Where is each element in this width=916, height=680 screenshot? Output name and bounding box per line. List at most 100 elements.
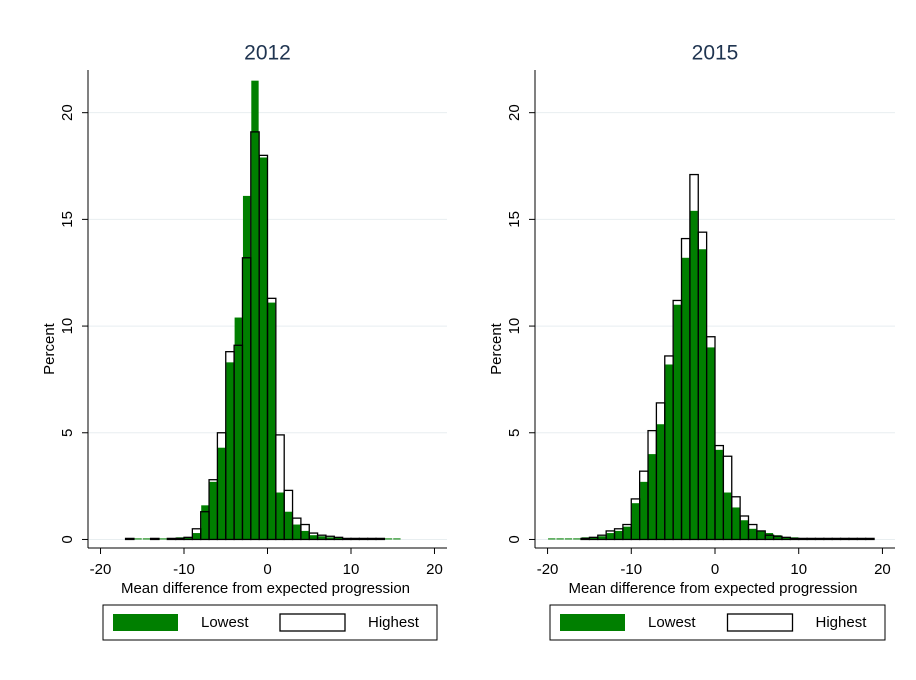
bar bbox=[732, 507, 740, 540]
bar bbox=[789, 537, 800, 541]
legend-swatch bbox=[113, 614, 178, 631]
bar bbox=[765, 533, 774, 540]
legend-label: Lowest bbox=[201, 614, 249, 631]
bar bbox=[149, 537, 160, 541]
bar bbox=[606, 533, 615, 540]
y-tick-label: 0 bbox=[59, 535, 76, 543]
bar bbox=[856, 537, 867, 541]
bar bbox=[159, 538, 167, 540]
bar bbox=[707, 347, 715, 540]
x-axis-label: Mean difference from expected progressio… bbox=[568, 580, 857, 597]
bar bbox=[300, 523, 310, 541]
bar bbox=[276, 492, 284, 540]
bar bbox=[573, 538, 581, 540]
bar bbox=[865, 537, 875, 541]
bar bbox=[839, 537, 850, 541]
bar bbox=[698, 249, 707, 540]
bar bbox=[350, 537, 360, 541]
x-tick-label: 10 bbox=[790, 561, 807, 578]
bar bbox=[275, 434, 285, 541]
y-tick-label: 5 bbox=[59, 429, 76, 437]
x-axis-label: Mean difference from expected progressio… bbox=[121, 580, 410, 597]
bar bbox=[814, 537, 825, 541]
bar bbox=[623, 526, 631, 540]
bar bbox=[589, 537, 598, 540]
chart-title: 2015 bbox=[692, 42, 739, 65]
bar bbox=[209, 481, 217, 540]
bar bbox=[705, 336, 716, 541]
bar bbox=[665, 364, 673, 540]
bar bbox=[580, 537, 591, 541]
x-tick-label: -10 bbox=[173, 561, 195, 578]
x-tick-label: -20 bbox=[537, 561, 559, 578]
bar bbox=[358, 537, 369, 541]
bar bbox=[201, 505, 209, 540]
bar bbox=[723, 492, 732, 540]
bar bbox=[748, 528, 757, 540]
bar bbox=[384, 538, 393, 540]
x-tick-label: -20 bbox=[90, 561, 112, 578]
bar bbox=[234, 317, 242, 540]
x-tick-label: 20 bbox=[874, 561, 891, 578]
x-tick-label: -10 bbox=[620, 561, 642, 578]
bar bbox=[301, 530, 309, 540]
y-tick-label: 20 bbox=[59, 104, 76, 121]
x-tick-label: 0 bbox=[711, 561, 719, 578]
bar bbox=[309, 535, 318, 540]
x-tick-label: 0 bbox=[263, 561, 271, 578]
bar bbox=[648, 454, 656, 540]
legend-swatch bbox=[560, 614, 625, 631]
bar bbox=[284, 511, 293, 540]
bar bbox=[393, 538, 401, 540]
bar bbox=[326, 537, 334, 540]
bar bbox=[548, 538, 556, 540]
bar bbox=[192, 533, 201, 540]
bar bbox=[217, 447, 226, 540]
bar bbox=[134, 538, 142, 540]
bar bbox=[556, 538, 564, 540]
y-axis-label: Percent bbox=[488, 322, 505, 375]
bar bbox=[266, 297, 277, 541]
bar bbox=[757, 530, 765, 540]
bar bbox=[367, 537, 377, 541]
y-axis-label: Percent bbox=[41, 322, 58, 375]
bar bbox=[774, 535, 782, 540]
bar bbox=[640, 481, 648, 540]
y-tick-label: 20 bbox=[506, 104, 523, 121]
bar bbox=[798, 537, 808, 541]
bar bbox=[283, 489, 294, 541]
y-tick-label: 15 bbox=[506, 211, 523, 228]
bar bbox=[682, 257, 690, 540]
legend-label: Highest bbox=[816, 614, 868, 631]
chart-title: 2012 bbox=[244, 42, 291, 65]
bar bbox=[656, 424, 665, 540]
legend-swatch bbox=[279, 613, 346, 632]
bar bbox=[318, 536, 326, 540]
bar bbox=[341, 537, 352, 541]
bar bbox=[259, 157, 267, 540]
bar bbox=[740, 520, 748, 540]
legend-label: Lowest bbox=[648, 614, 696, 631]
bar bbox=[166, 537, 177, 541]
y-tick-label: 0 bbox=[506, 535, 523, 543]
bar bbox=[831, 537, 842, 541]
bar bbox=[782, 537, 790, 540]
bar bbox=[334, 537, 343, 540]
bar bbox=[564, 538, 573, 540]
bar bbox=[848, 537, 858, 541]
bar bbox=[175, 537, 185, 541]
bar bbox=[268, 302, 276, 540]
bar bbox=[184, 537, 192, 540]
bar bbox=[806, 537, 817, 541]
x-tick-label: 10 bbox=[343, 561, 360, 578]
bar bbox=[142, 538, 151, 540]
y-tick-label: 5 bbox=[506, 429, 523, 437]
bar bbox=[615, 530, 623, 540]
bar bbox=[293, 524, 301, 540]
bar bbox=[251, 80, 259, 540]
y-tick-label: 10 bbox=[506, 318, 523, 335]
bar bbox=[226, 362, 234, 540]
bar bbox=[715, 449, 723, 540]
bar bbox=[375, 537, 386, 541]
